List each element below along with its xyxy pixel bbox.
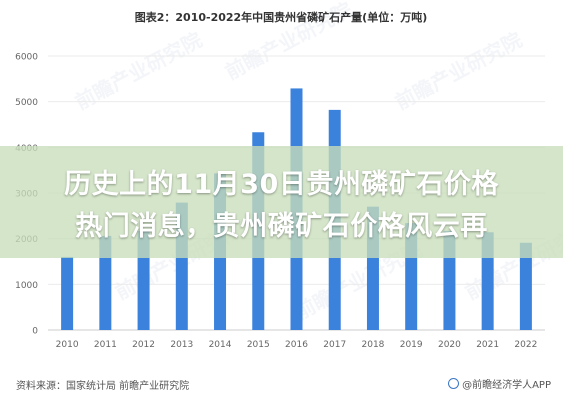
source-note: 资料来源：国家统计局 前瞻产业研究院 bbox=[16, 381, 190, 392]
x-tick-label: 2021 bbox=[476, 340, 499, 350]
x-tick-label: 2015 bbox=[247, 340, 270, 350]
y-tick-label: 6000 bbox=[15, 53, 38, 63]
x-tick-label: 2018 bbox=[362, 340, 385, 350]
bar-2011 bbox=[99, 235, 112, 330]
x-tick-label: 2011 bbox=[94, 340, 117, 350]
headline-banner: 历史上的11月30日贵州磷矿石价格 热门消息，贵州磷矿石价格风云再 bbox=[0, 146, 563, 258]
x-tick-label: 2017 bbox=[323, 340, 346, 350]
y-tick-label: 0 bbox=[32, 327, 38, 337]
y-tick-label: 5000 bbox=[15, 98, 38, 108]
x-tick-label: 2013 bbox=[170, 340, 193, 350]
headline-line-1: 历史上的11月30日贵州磷矿石价格 bbox=[64, 169, 499, 200]
x-tick-label: 2020 bbox=[438, 340, 461, 350]
x-tick-label: 2010 bbox=[56, 340, 79, 350]
brand-logo-icon bbox=[448, 378, 460, 389]
x-tick-label: 2014 bbox=[209, 340, 232, 350]
x-tick-label: 2016 bbox=[285, 340, 308, 350]
x-tick-label: 2022 bbox=[514, 340, 537, 350]
y-tick-label: 1000 bbox=[15, 281, 38, 291]
bar-2010 bbox=[61, 256, 74, 330]
brand-logo: @前瞻经济学人APP bbox=[448, 376, 551, 391]
bar-2022 bbox=[519, 242, 532, 330]
headline-line-2: 热门消息，贵州磷矿石价格风云再 bbox=[75, 211, 488, 242]
brand-logo-text: @前瞻经济学人APP bbox=[462, 380, 551, 391]
x-tick-label: 2012 bbox=[132, 340, 155, 350]
chart-title: 图表2：2010-2022年中国贵州省磷矿石产量(单位：万吨) bbox=[135, 10, 428, 24]
x-tick-label: 2019 bbox=[400, 340, 423, 350]
